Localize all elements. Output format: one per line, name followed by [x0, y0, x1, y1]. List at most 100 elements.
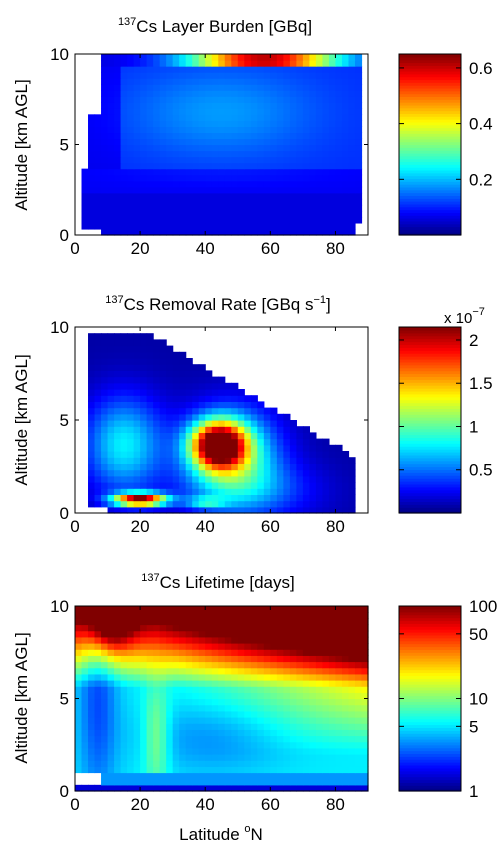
- heatmap-cell: [335, 494, 343, 502]
- heatmap-cell: [146, 370, 154, 378]
- heatmap-cell: [88, 132, 96, 140]
- heatmap-cell: [270, 210, 278, 218]
- heatmap-cell: [348, 210, 356, 218]
- heatmap-cell: [354, 72, 363, 79]
- heatmap-cell: [250, 692, 258, 700]
- heatmap-cell: [276, 698, 284, 706]
- colorbar-swatch: [399, 396, 461, 401]
- heatmap-cell: [296, 667, 304, 675]
- heatmap-plot: [75, 606, 369, 792]
- heatmap-cell: [309, 698, 317, 706]
- heatmap-cell: [289, 210, 297, 218]
- heatmap-cell: [166, 636, 174, 644]
- heatmap-cell: [276, 222, 284, 230]
- heatmap-cell: [159, 192, 167, 200]
- heatmap-cell: [205, 506, 213, 514]
- heatmap-cell: [224, 754, 232, 761]
- heatmap-cell: [231, 156, 239, 164]
- heatmap-cell: [341, 636, 350, 644]
- heatmap-cell: [94, 345, 102, 353]
- heatmap-cell: [127, 494, 135, 502]
- heatmap-cell: [185, 198, 193, 206]
- heatmap-cell: [263, 500, 271, 508]
- heatmap-cell: [159, 102, 167, 109]
- heatmap-cell: [218, 624, 226, 632]
- heatmap-cell: [192, 420, 200, 427]
- heatmap-cell: [244, 735, 252, 743]
- heatmap-cell: [322, 204, 330, 212]
- heatmap-cell: [114, 618, 122, 626]
- heatmap-cell: [289, 463, 297, 471]
- heatmap-cell: [276, 132, 284, 140]
- heatmap-cell: [120, 358, 128, 365]
- heatmap-cell: [140, 704, 148, 712]
- heatmap-cell: [205, 469, 213, 477]
- heatmap-cell: [133, 754, 141, 761]
- x-tick-label: 0: [70, 795, 79, 814]
- heatmap-cell: [237, 132, 245, 140]
- colorbar-swatch: [399, 733, 461, 737]
- heatmap-cell: [88, 717, 96, 724]
- heatmap-cell: [101, 723, 109, 730]
- heatmap-cell: [328, 772, 337, 780]
- heatmap-cell: [153, 673, 161, 681]
- heatmap-cell: [335, 698, 343, 706]
- heatmap-cell: [185, 494, 193, 502]
- heatmap-cell: [127, 760, 135, 767]
- heatmap-cell: [322, 506, 330, 514]
- heatmap-cell: [172, 506, 180, 514]
- heatmap-cell: [146, 66, 154, 73]
- heatmap-cell: [211, 698, 219, 706]
- heatmap-cell: [127, 704, 135, 712]
- heatmap-cell: [237, 216, 245, 224]
- colorbar-tick-label: 0.2: [469, 170, 493, 189]
- heatmap-cell: [179, 84, 187, 91]
- heatmap-cell: [302, 66, 310, 73]
- heatmap-cell: [283, 192, 291, 200]
- heatmap-cell: [289, 735, 297, 743]
- heatmap-cell: [146, 389, 154, 396]
- heatmap-cell: [146, 463, 154, 471]
- colorbar-swatch: [399, 229, 461, 233]
- heatmap-cell: [185, 488, 193, 495]
- heatmap-cell: [328, 760, 337, 767]
- heatmap-cell: [348, 457, 356, 464]
- heatmap-cell: [361, 741, 369, 749]
- heatmap-cell: [185, 144, 193, 152]
- colorbar-swatch: [399, 764, 461, 769]
- heatmap-cell: [75, 661, 83, 669]
- heatmap-cell: [205, 760, 213, 767]
- heatmap-cell: [250, 649, 258, 656]
- heatmap-cell: [159, 413, 167, 421]
- heatmap-cell: [237, 114, 245, 121]
- colorbar-swatch: [399, 715, 461, 720]
- heatmap-cell: [133, 102, 141, 109]
- heatmap-cell: [322, 729, 330, 737]
- heatmap-cell: [94, 114, 102, 121]
- heatmap-cell: [276, 778, 284, 786]
- heatmap-cell: [75, 686, 83, 693]
- heatmap-cell: [257, 778, 265, 786]
- colorbar-swatch: [399, 175, 461, 180]
- heatmap-cell: [270, 494, 278, 502]
- heatmap-cell: [283, 96, 291, 103]
- heatmap-cell: [133, 784, 141, 792]
- heatmap-cell: [107, 345, 115, 353]
- heatmap-cell: [114, 655, 122, 663]
- heatmap-cell: [140, 735, 148, 743]
- heatmap-cell: [263, 198, 271, 206]
- heatmap-cell: [322, 192, 330, 200]
- heatmap-cell: [354, 204, 363, 212]
- heatmap-cell: [107, 420, 115, 427]
- heatmap-cell: [179, 735, 187, 743]
- heatmap-cell: [179, 216, 187, 224]
- heatmap-cell: [198, 114, 206, 121]
- heatmap-cell: [361, 717, 369, 724]
- heatmap-cell: [270, 680, 278, 687]
- heatmap-cell: [192, 144, 200, 152]
- heatmap-cell: [205, 192, 213, 200]
- heatmap-cell: [250, 475, 258, 483]
- heatmap-cell: [328, 96, 337, 103]
- heatmap-cell: [179, 138, 187, 146]
- heatmap-cell: [133, 469, 141, 477]
